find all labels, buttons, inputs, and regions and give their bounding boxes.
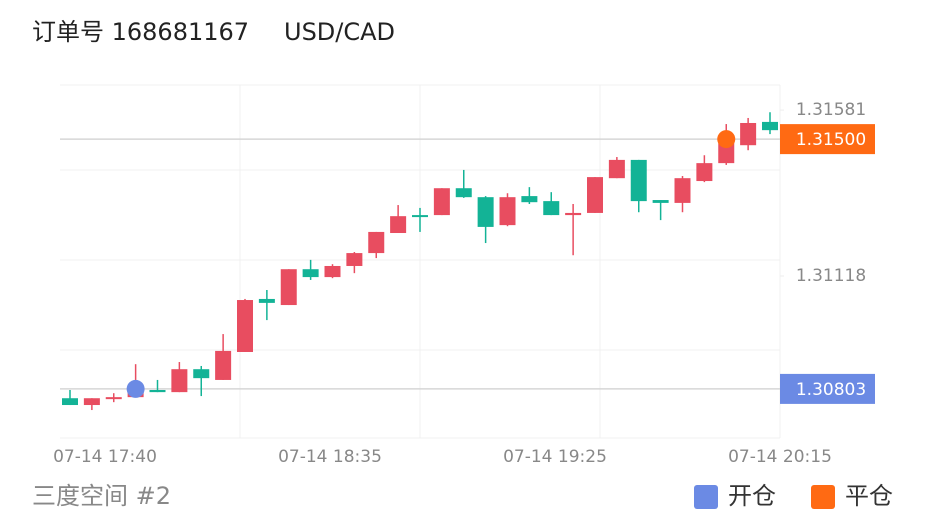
x-tick-label: 07-14 18:35: [278, 447, 382, 467]
candle-body: [83, 398, 100, 406]
trade-marker: [126, 379, 145, 398]
candle-body: [368, 231, 385, 254]
trade-marker: [717, 130, 736, 149]
candle-body: [105, 397, 122, 400]
candle-body: [390, 216, 407, 234]
candle-body: [433, 188, 450, 216]
candle-body: [412, 215, 428, 218]
candle-body: [215, 350, 232, 380]
candle-body: [455, 188, 472, 198]
candle-body: [346, 253, 363, 266]
y-tick-label: 1.31581: [796, 100, 866, 120]
candle-body: [324, 265, 341, 278]
legend-label: 平仓: [845, 482, 893, 510]
candle-body: [237, 300, 253, 352]
candle-body: [587, 177, 603, 213]
candle-body: [171, 369, 188, 393]
x-tick-label: 07-14 19:25: [503, 447, 607, 467]
legend-swatch: [694, 485, 718, 509]
candle-body: [280, 269, 297, 306]
legend-label: 开仓: [728, 482, 776, 510]
candle-body: [62, 398, 78, 406]
y-tick-label: 1.31118: [796, 266, 866, 286]
candle-body: [149, 389, 166, 393]
candle-body: [565, 212, 582, 216]
candle-body: [652, 200, 669, 203]
price-box: [780, 124, 875, 155]
candle-body: [740, 122, 757, 146]
x-tick-label: 07-14 17:40: [53, 447, 157, 467]
price-label: 1.31500: [796, 130, 866, 150]
candle-body: [258, 298, 275, 303]
candle-body: [499, 197, 516, 226]
order-number: 订单号 168681167: [32, 18, 249, 46]
footer-label: 三度空间 #2: [32, 482, 171, 510]
candle-body: [193, 369, 210, 379]
candle-body: [762, 121, 778, 131]
candle-body: [302, 269, 319, 278]
candle-body: [674, 178, 691, 203]
candle-body: [630, 159, 647, 202]
grid: [60, 84, 781, 439]
candle-body: [608, 159, 625, 179]
candle-body: [543, 201, 560, 216]
price-box: [780, 373, 875, 404]
candle-body: [477, 197, 494, 227]
x-tick-label: 07-14 20:15: [728, 447, 832, 467]
price-label: 1.30803: [796, 380, 866, 400]
candle-body: [521, 196, 538, 203]
candle-body: [696, 163, 713, 182]
legend-swatch: [811, 485, 835, 509]
symbol: USD/CAD: [284, 18, 395, 46]
